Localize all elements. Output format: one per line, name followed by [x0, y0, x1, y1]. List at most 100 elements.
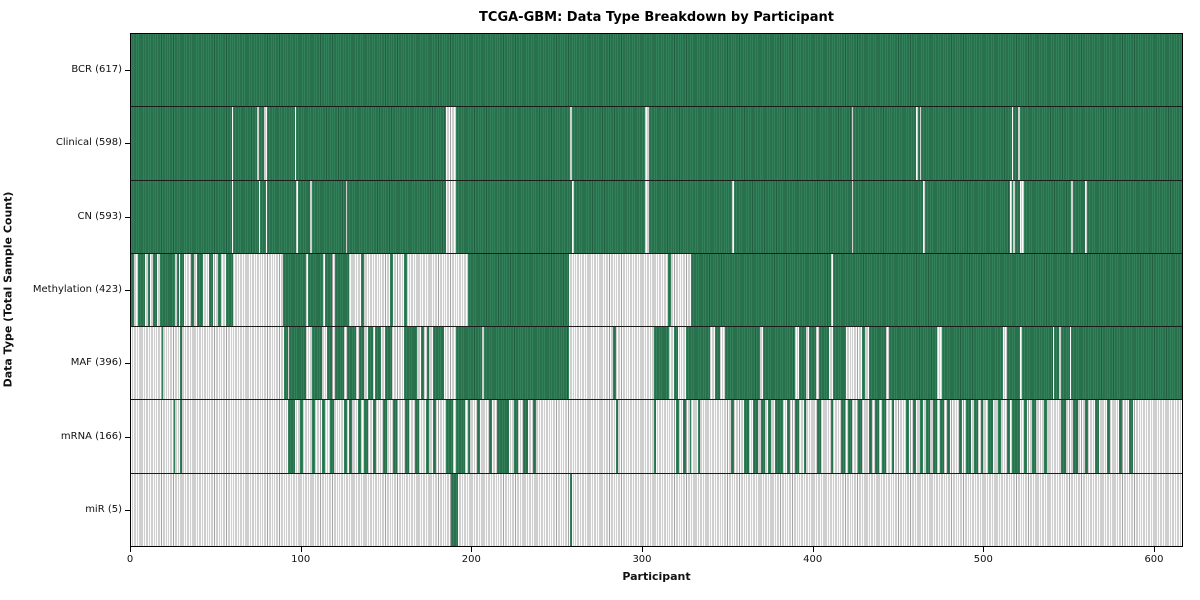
present-segment — [573, 180, 646, 253]
present-segment — [287, 400, 295, 473]
present-segment — [861, 327, 866, 400]
present-segment — [1020, 107, 1182, 180]
present-segment — [1011, 400, 1021, 473]
present-segment — [161, 327, 164, 400]
y-tick-label-maf: MAF (396) — [70, 357, 122, 369]
y-tick-mark — [125, 363, 130, 365]
heatmap-row-mrna — [131, 400, 1182, 474]
present-segment — [233, 107, 258, 180]
present-segment — [468, 400, 470, 473]
plot-area: Present Absent — [130, 33, 1183, 547]
present-segment — [868, 327, 886, 400]
present-segment — [730, 400, 734, 473]
present-segment — [691, 253, 832, 327]
present-segment — [698, 400, 700, 473]
present-segment — [364, 400, 368, 473]
present-segment — [648, 180, 733, 253]
present-segment — [349, 400, 353, 473]
present-segment — [761, 400, 765, 473]
x-tick-mark — [300, 547, 302, 552]
present-segment — [795, 400, 799, 473]
present-segment — [148, 253, 150, 327]
present-segment — [359, 327, 365, 400]
present-segment — [468, 253, 569, 327]
x-tick-label-600: 600 — [1144, 554, 1164, 565]
present-segment — [267, 180, 297, 253]
y-tick-mark — [125, 290, 130, 291]
x-tick-mark — [812, 547, 814, 552]
present-segment — [917, 107, 920, 180]
present-segment — [941, 327, 1004, 400]
x-tick-mark — [130, 547, 131, 552]
present-segment — [260, 180, 266, 253]
present-segment — [613, 327, 617, 400]
present-segment — [522, 400, 528, 473]
present-segment — [980, 400, 983, 473]
present-segment — [159, 253, 176, 327]
present-segment — [926, 400, 930, 473]
present-segment — [674, 327, 678, 400]
present-segment — [817, 400, 821, 473]
present-segment — [420, 327, 424, 400]
present-segment — [180, 400, 183, 473]
present-segment — [570, 473, 573, 546]
present-segment — [1006, 327, 1021, 400]
present-segment — [1006, 400, 1010, 473]
y-tick-label-methylation: Methylation (423) — [32, 284, 122, 295]
present-segment — [832, 253, 1182, 327]
present-segment — [432, 400, 436, 473]
present-segment — [456, 107, 571, 180]
present-segment — [1015, 180, 1021, 253]
present-segment — [415, 400, 419, 473]
present-segment — [330, 400, 334, 473]
present-segment — [808, 327, 816, 400]
present-segment — [217, 253, 222, 327]
present-segment — [572, 107, 646, 180]
present-segment — [360, 253, 365, 327]
present-segment — [958, 400, 963, 473]
present-segment — [946, 400, 951, 473]
heatmap-row-mir — [131, 473, 1182, 546]
present-segment — [483, 327, 569, 400]
present-segment — [1086, 180, 1182, 253]
present-segment — [919, 400, 924, 473]
x-tick-label-500: 500 — [973, 554, 993, 565]
present-segment — [752, 400, 758, 473]
y-tick-label-cn: CN (593) — [77, 210, 122, 222]
present-segment — [180, 327, 183, 400]
y-tick-mark — [125, 510, 130, 512]
present-segment — [734, 180, 852, 253]
present-segment — [299, 400, 304, 473]
y-tick-label-clinical: Clinical (598) — [55, 137, 122, 149]
present-segment — [357, 400, 361, 473]
present-segment — [762, 327, 796, 400]
present-segment — [173, 400, 176, 473]
x-tick-mark — [471, 547, 473, 552]
heatmap-row-maf — [131, 327, 1182, 401]
present-segment — [1023, 180, 1072, 253]
present-segment — [841, 400, 845, 473]
y-tick-label-mir: miR (5) — [85, 504, 122, 516]
present-segment — [427, 327, 430, 400]
present-segment — [768, 400, 772, 473]
present-segment — [347, 180, 447, 253]
present-segment — [311, 327, 322, 400]
present-segment — [853, 180, 924, 253]
present-segment — [744, 400, 750, 473]
present-segment — [367, 327, 373, 400]
present-segment — [497, 400, 510, 473]
present-segment — [451, 473, 459, 546]
present-segment — [389, 253, 394, 327]
y-tick-mark — [125, 69, 130, 71]
present-segment — [514, 400, 518, 473]
present-segment — [153, 253, 157, 327]
present-segment — [432, 327, 445, 400]
present-segment — [289, 327, 307, 400]
x-tick-label-0: 0 — [126, 554, 134, 565]
present-segment — [616, 400, 619, 473]
present-segment — [347, 327, 356, 400]
present-segment — [405, 400, 409, 473]
x-tick-label-100: 100 — [291, 554, 311, 565]
present-segment — [393, 400, 397, 473]
